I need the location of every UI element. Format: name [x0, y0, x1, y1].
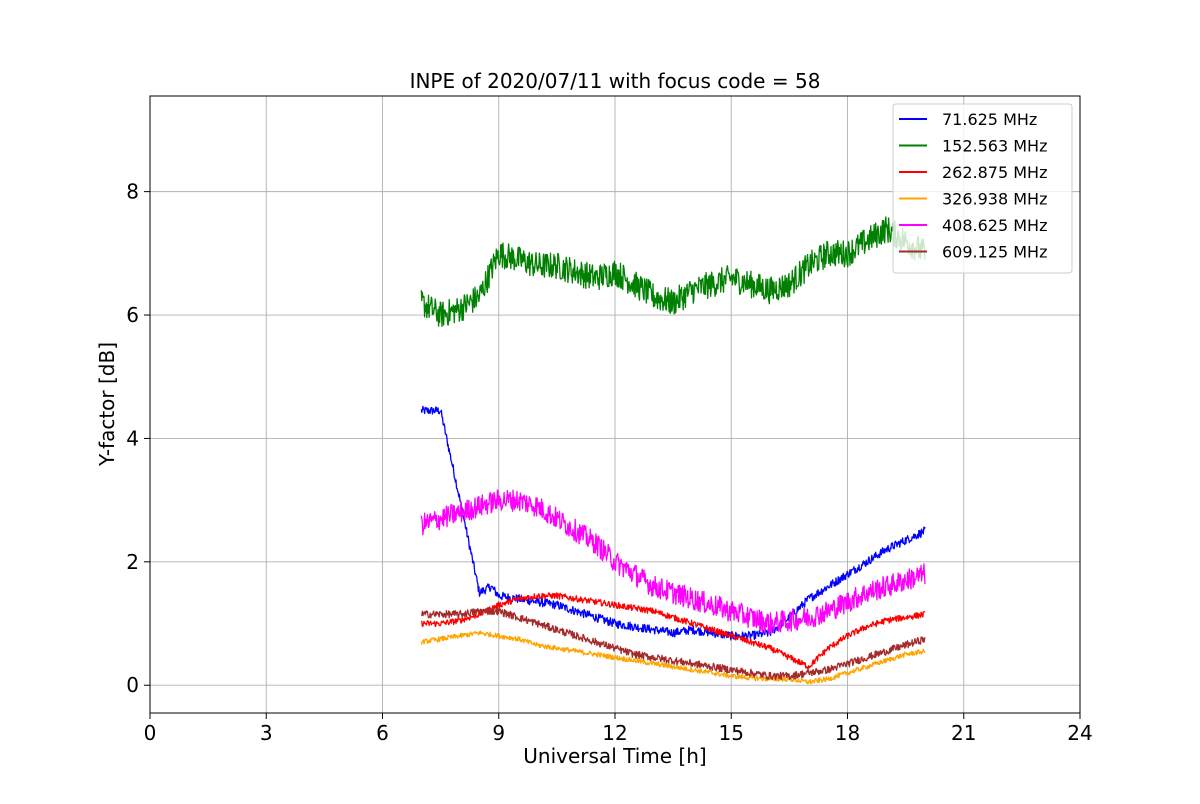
- x-tick-label: 18: [835, 721, 860, 745]
- legend-label: 326.938 MHz: [942, 190, 1047, 209]
- y-tick-label: 2: [126, 550, 139, 574]
- series-line: [420, 630, 926, 685]
- y-tick-label: 0: [126, 673, 139, 697]
- series-line: [420, 489, 926, 635]
- y-tick-label: 4: [126, 426, 139, 450]
- x-axis-label: Universal Time [h]: [523, 744, 706, 768]
- x-tick-label: 12: [602, 721, 627, 745]
- x-tick-label: 3: [260, 721, 273, 745]
- series-line: [420, 592, 926, 670]
- legend-label: 408.625 MHz: [942, 216, 1047, 235]
- y-tick-label: 6: [126, 303, 139, 327]
- legend-label: 71.625 MHz: [942, 110, 1037, 129]
- y-tick-label: 8: [126, 180, 139, 204]
- x-tick-label: 24: [1067, 721, 1092, 745]
- series-line: [421, 607, 926, 681]
- x-tick-label: 6: [376, 721, 389, 745]
- x-tick-label: 21: [951, 721, 976, 745]
- x-tick-label: 0: [144, 721, 157, 745]
- legend-label: 609.125 MHz: [942, 243, 1047, 262]
- legend-box: [892, 103, 1073, 274]
- legend: 71.625 MHz 152.563 MHz 262.875 MHz 326.938 …: [892, 103, 1073, 274]
- legend-label: 152.563 MHz: [942, 137, 1047, 156]
- series-line: [420, 405, 926, 641]
- series-line: [420, 216, 926, 327]
- x-axis: 0 3 6 9 12 15 18 21 24: [144, 713, 1093, 745]
- y-axis: 0 2 4 6 8: [126, 180, 150, 697]
- y-axis-label: Y-factor [dB]: [95, 342, 119, 467]
- x-tick-label: 15: [719, 721, 744, 745]
- legend-label: 262.875 MHz: [942, 163, 1047, 182]
- x-tick-label: 9: [492, 721, 505, 745]
- plot-series: [420, 216, 926, 685]
- chart-title: INPE of 2020/07/11 with focus code = 58: [410, 69, 821, 93]
